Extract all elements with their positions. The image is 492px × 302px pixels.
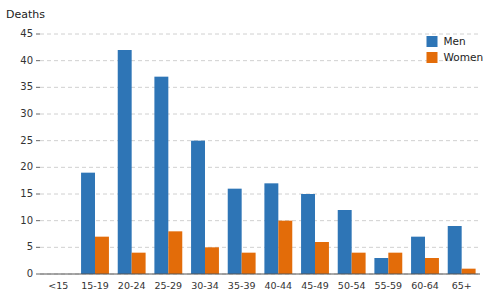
tick-mark bbox=[36, 87, 40, 88]
tick-label: 35 bbox=[20, 81, 33, 92]
bar bbox=[228, 189, 242, 274]
y-label: Deaths bbox=[6, 8, 45, 21]
grid-line bbox=[40, 60, 480, 61]
tick-label: 25 bbox=[20, 135, 33, 146]
grid-line bbox=[40, 194, 480, 195]
tick-label: 0 bbox=[27, 268, 33, 279]
bars bbox=[81, 50, 476, 274]
tick-mark bbox=[36, 60, 40, 61]
tick-mark bbox=[36, 274, 40, 275]
tick-mark bbox=[36, 140, 40, 141]
tick-mark bbox=[36, 220, 40, 221]
grid-line bbox=[40, 274, 480, 275]
tick-label: 20-24 bbox=[118, 280, 146, 291]
tick-mark bbox=[36, 114, 40, 115]
tick-label: 40 bbox=[20, 55, 33, 66]
tick-label: 55-59 bbox=[375, 280, 403, 291]
tick-label: 45 bbox=[20, 28, 33, 39]
bar bbox=[448, 226, 462, 274]
axis-line bbox=[40, 274, 480, 275]
bar bbox=[154, 77, 168, 274]
chart: 0 5 10 15 20 25 30 35 40 45 Deaths <15 15-19 20-24 25-… bbox=[0, 0, 492, 302]
tick-label: 50-54 bbox=[338, 280, 366, 291]
bar bbox=[205, 247, 219, 274]
bar bbox=[352, 253, 366, 274]
bar bbox=[462, 269, 476, 274]
bar bbox=[132, 253, 146, 274]
tick-label: 60-64 bbox=[411, 280, 439, 291]
tick-label: 5 bbox=[27, 241, 33, 252]
bar bbox=[315, 242, 329, 274]
tick-label: 15-19 bbox=[81, 280, 109, 291]
legend: Men Women bbox=[427, 35, 484, 64]
legend-swatch bbox=[427, 52, 438, 63]
bar bbox=[118, 50, 132, 274]
y-axis: 0 5 10 15 20 25 30 35 40 45 bbox=[20, 28, 480, 279]
tick-mark bbox=[36, 194, 40, 195]
tick-mark bbox=[36, 247, 40, 248]
tick-label: <15 bbox=[48, 280, 68, 291]
bar bbox=[374, 258, 388, 274]
grid-line bbox=[40, 87, 480, 88]
grid-line bbox=[40, 34, 480, 35]
tick-label: 45-49 bbox=[301, 280, 329, 291]
bar bbox=[242, 253, 256, 274]
bar bbox=[388, 253, 402, 274]
tick-label: 30-34 bbox=[191, 280, 219, 291]
tick-label: 30 bbox=[20, 108, 33, 119]
tick-mark bbox=[36, 34, 40, 35]
tick-label: 35-39 bbox=[228, 280, 256, 291]
bar bbox=[191, 141, 205, 274]
bar bbox=[278, 221, 292, 274]
tick-label: 10 bbox=[20, 215, 33, 226]
grid-line bbox=[40, 167, 480, 168]
bar bbox=[95, 237, 109, 274]
tick-mark bbox=[36, 167, 40, 168]
grid-line bbox=[40, 114, 480, 115]
bar bbox=[301, 194, 315, 274]
x-axis: <15 15-19 20-24 25-29 30-34 35-39 40-44 45-49 50… bbox=[40, 274, 480, 291]
legend-label: Men bbox=[444, 35, 466, 47]
tick-label: 65+ bbox=[452, 280, 472, 291]
bar bbox=[264, 183, 278, 274]
bar bbox=[338, 210, 352, 274]
bar bbox=[425, 258, 439, 274]
grid-line bbox=[40, 140, 480, 141]
tick-label: 20 bbox=[20, 161, 33, 172]
bar bbox=[411, 237, 425, 274]
tick-label: 15 bbox=[20, 188, 33, 199]
legend-label: Women bbox=[444, 51, 484, 63]
legend-swatch bbox=[427, 36, 438, 47]
bar bbox=[81, 173, 95, 274]
grid-line bbox=[40, 220, 480, 221]
tick-label: 40-44 bbox=[265, 280, 293, 291]
bar bbox=[168, 231, 182, 274]
tick-label: 25-29 bbox=[155, 280, 183, 291]
